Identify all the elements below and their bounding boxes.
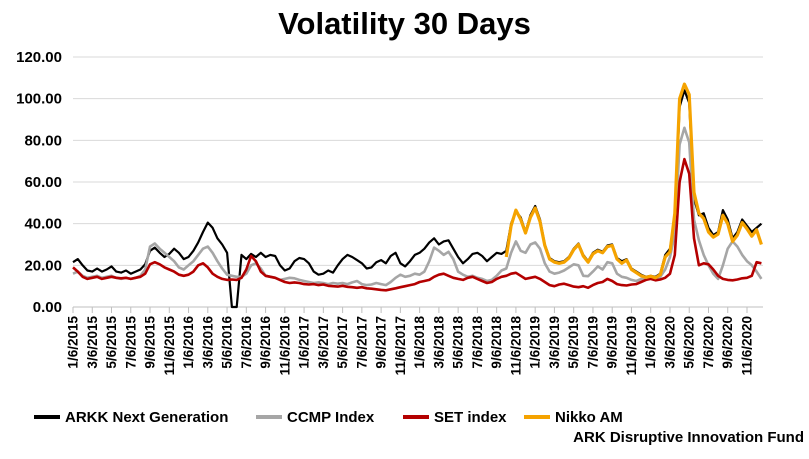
- x-axis-label: 9/6/2016: [258, 316, 273, 369]
- x-axis-label: 3/6/2016: [200, 316, 215, 369]
- set-line-swatch: [403, 415, 429, 419]
- x-axis-label: 11/6/2016: [277, 316, 292, 376]
- x-axis-label: 5/6/2016: [220, 316, 235, 369]
- y-axis-label: 80.00: [24, 132, 62, 149]
- x-axis-label: 7/6/2019: [585, 316, 600, 369]
- y-axis-label: 40.00: [24, 216, 62, 233]
- x-axis-label: 7/6/2016: [239, 316, 254, 369]
- x-axis-label: 5/6/2018: [451, 316, 466, 369]
- x-axis-label: 9/6/2019: [605, 316, 620, 369]
- y-axis-label: 60.00: [24, 174, 62, 191]
- ccmp-line-swatch: [256, 415, 282, 419]
- legend-label-nikko: Nikko AM: [555, 408, 623, 426]
- x-axis-label: 1/6/2020: [643, 316, 658, 369]
- nikko-series-line: [504, 82, 763, 280]
- y-axis-label: 20.00: [24, 257, 62, 274]
- y-axis-label: 120.00: [16, 49, 62, 66]
- x-axis-label: 7/6/2020: [701, 316, 716, 369]
- chart-title: Volatility 30 Days: [278, 6, 531, 41]
- x-axis-label: 9/6/2015: [143, 316, 158, 369]
- legend-label-arkk: ARKK Next Generation: [65, 408, 229, 426]
- legend-item-arkk: ARKK Next Generation: [34, 408, 228, 426]
- x-axis-label: 3/6/2017: [316, 316, 331, 369]
- legend-item-set: SET index: [403, 408, 507, 426]
- y-axis-label: 0.00: [33, 299, 62, 316]
- legend-item-nikko: Nikko AM: [524, 408, 623, 426]
- x-axis-label: 5/6/2015: [104, 316, 119, 369]
- arkk-line-swatch: [34, 415, 60, 419]
- x-axis-label: 9/6/2020: [720, 316, 735, 369]
- x-axis-label: 9/6/2018: [489, 316, 504, 369]
- x-axis-label: 1/6/2015: [66, 316, 81, 369]
- x-axis-label: 1/6/2016: [181, 316, 196, 369]
- y-axis-label: 100.00: [16, 91, 62, 108]
- x-axis-label: 3/6/2015: [85, 316, 100, 369]
- x-axis-label: 11/6/2017: [393, 316, 408, 375]
- x-axis-label: 5/6/2020: [682, 316, 697, 369]
- x-axis-label: 3/6/2020: [662, 316, 677, 369]
- x-axis-label: 1/6/2017: [297, 316, 312, 369]
- x-axis-label: 11/6/2015: [162, 316, 177, 376]
- x-axis-label: 7/6/2018: [470, 316, 485, 369]
- x-axis-label: 11/6/2020: [740, 316, 755, 375]
- ccmp-series-line: [72, 126, 763, 287]
- x-axis-label: 7/6/2015: [123, 316, 138, 369]
- legend-label-set: SET index: [434, 408, 507, 426]
- x-axis-label: 1/6/2019: [528, 316, 543, 369]
- x-axis-label: 11/6/2019: [624, 316, 639, 375]
- legend-item-ccmp: CCMP Index: [256, 408, 374, 426]
- x-axis-label: 7/6/2017: [354, 316, 369, 369]
- x-axis-label: 9/6/2017: [374, 316, 389, 369]
- nikko-line-swatch: [524, 415, 550, 419]
- chart-plot-area: 120.00 100.00 80.00 60.00 40.00 20.00 0.00 1/6/…: [16, 49, 763, 376]
- x-axis-label: 1/6/2018: [412, 316, 427, 369]
- x-axis-label: 5/6/2017: [335, 316, 350, 369]
- set-series-line: [72, 157, 762, 292]
- x-axis-label: 3/6/2019: [547, 316, 562, 369]
- legend-label-nikko-line2: ARK Disruptive Innovation Fund: [573, 429, 804, 446]
- x-axis-label: 11/6/2018: [508, 316, 523, 376]
- legend-label-ccmp: CCMP Index: [287, 408, 375, 426]
- x-axis-label: 3/6/2018: [431, 316, 446, 369]
- x-axis-label: 5/6/2019: [566, 316, 581, 369]
